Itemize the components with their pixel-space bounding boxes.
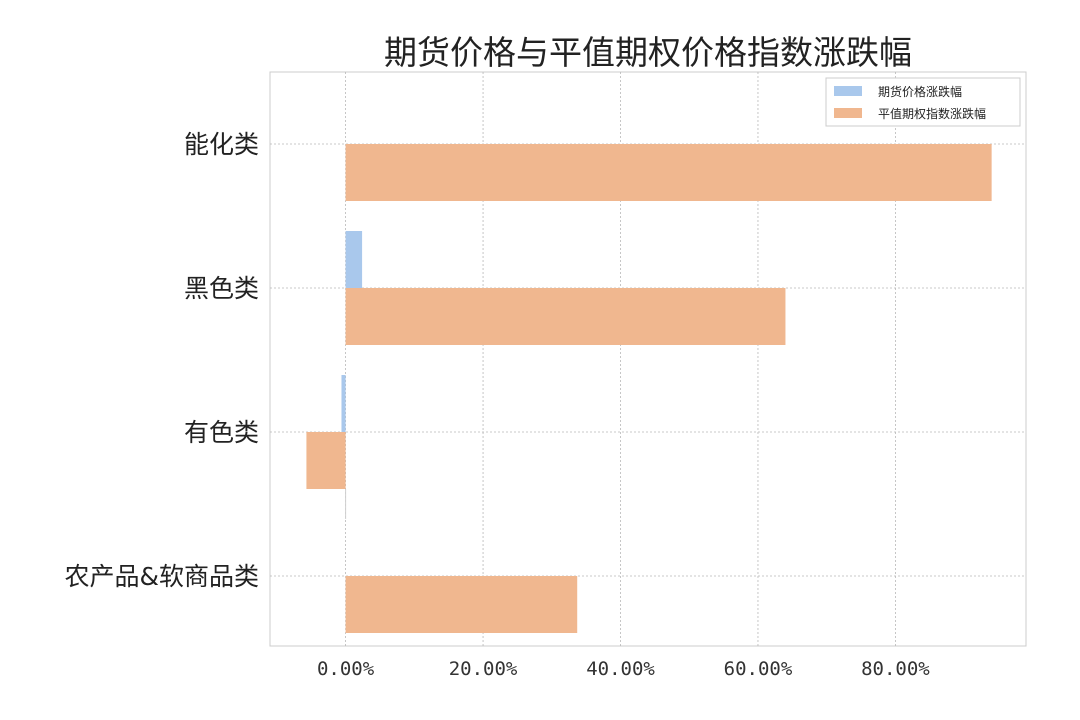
x-tick-label: 40.00% — [586, 658, 655, 680]
bar — [345, 288, 786, 345]
category-label: 黑色类 — [184, 274, 259, 303]
bar — [306, 432, 346, 489]
legend-label: 期货价格涨跌幅 — [878, 84, 962, 99]
category-label: 有色类 — [184, 418, 259, 447]
category-label: 农产品&软商品类 — [65, 562, 260, 591]
bar — [345, 231, 363, 288]
bar — [345, 576, 578, 633]
x-tick-label: 20.00% — [449, 658, 518, 680]
bars — [306, 144, 992, 633]
legend-swatch — [834, 108, 862, 118]
legend-label: 平值期权指数涨跌幅 — [878, 106, 986, 121]
chart-title: 期货价格与平值期权价格指数涨跌幅 — [384, 33, 912, 72]
legend-swatch — [834, 86, 862, 96]
x-tick-label: 80.00% — [861, 658, 930, 680]
x-tick-label: 0.00% — [317, 658, 375, 680]
bar — [345, 144, 992, 201]
bar — [341, 375, 346, 432]
category-label: 能化类 — [184, 130, 259, 159]
x-tick-labels: 0.00% 20.00% 40.00% 60.00% 80.00% — [317, 658, 930, 680]
plot-area — [269, 71, 1027, 647]
x-tick-label: 60.00% — [724, 658, 793, 680]
